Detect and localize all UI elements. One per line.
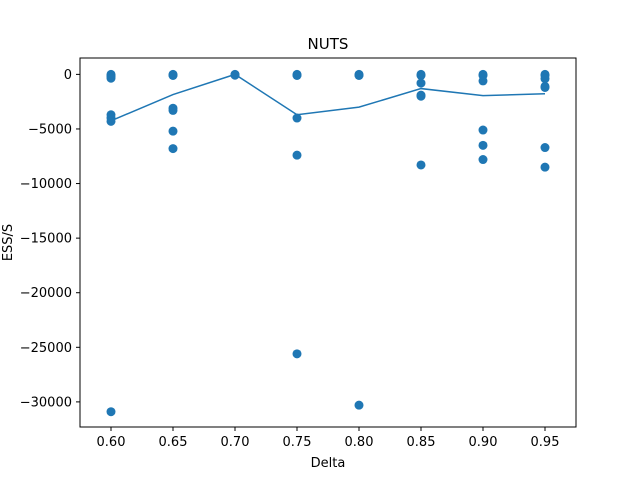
data-point [106, 407, 116, 417]
data-point [292, 113, 302, 123]
ticks-layer: 0.60 0.65 0.70 0.75 0.80 0.85 0.90 0.95 0 −5000 −1… [20, 68, 560, 450]
x-tick-label: 0.75 [283, 435, 312, 450]
data-point [168, 144, 178, 154]
data-point [416, 70, 426, 80]
x-tick-label: 0.65 [159, 435, 188, 450]
mean-line [110, 73, 546, 122]
data-point [292, 70, 302, 80]
y-tick-label: −5000 [28, 122, 72, 137]
data-point [106, 116, 116, 126]
data-point [168, 70, 178, 80]
x-tick-label: 0.90 [469, 435, 498, 450]
data-point [478, 125, 488, 135]
y-tick-label: 0 [64, 68, 72, 83]
data-point [292, 150, 302, 160]
x-tick-label: 0.70 [221, 435, 250, 450]
x-tick-label: 0.60 [97, 435, 126, 450]
plot-frame [79, 57, 577, 428]
chart-title: NUTS [308, 35, 349, 53]
x-tick-label: 0.85 [407, 435, 436, 450]
data-point [540, 143, 550, 153]
x-axis-label: Delta [311, 456, 346, 471]
y-axis-label: ESS/S [1, 224, 16, 261]
y-tick-label: −25000 [20, 341, 72, 356]
data-point [168, 126, 178, 136]
y-tick-label: −30000 [20, 395, 72, 410]
data-point [478, 155, 488, 165]
data-point [416, 160, 426, 170]
data-point [106, 73, 116, 83]
data-point [168, 105, 178, 115]
data-point [416, 91, 426, 101]
y-tick-label: −20000 [20, 286, 72, 301]
data-point [292, 349, 302, 359]
data-point [478, 140, 488, 150]
data-point [354, 400, 364, 410]
data-point [540, 162, 550, 172]
data-point [540, 82, 550, 92]
data-point [416, 78, 426, 88]
x-tick-label: 0.80 [345, 435, 374, 450]
y-tick-label: −15000 [20, 232, 72, 247]
data-point [540, 74, 550, 84]
data-point [230, 70, 240, 80]
x-tick-label: 0.95 [531, 435, 560, 450]
data-point [354, 70, 364, 80]
y-tick-label: −10000 [20, 177, 72, 192]
plot-layer [106, 69, 550, 417]
data-point [478, 76, 488, 86]
